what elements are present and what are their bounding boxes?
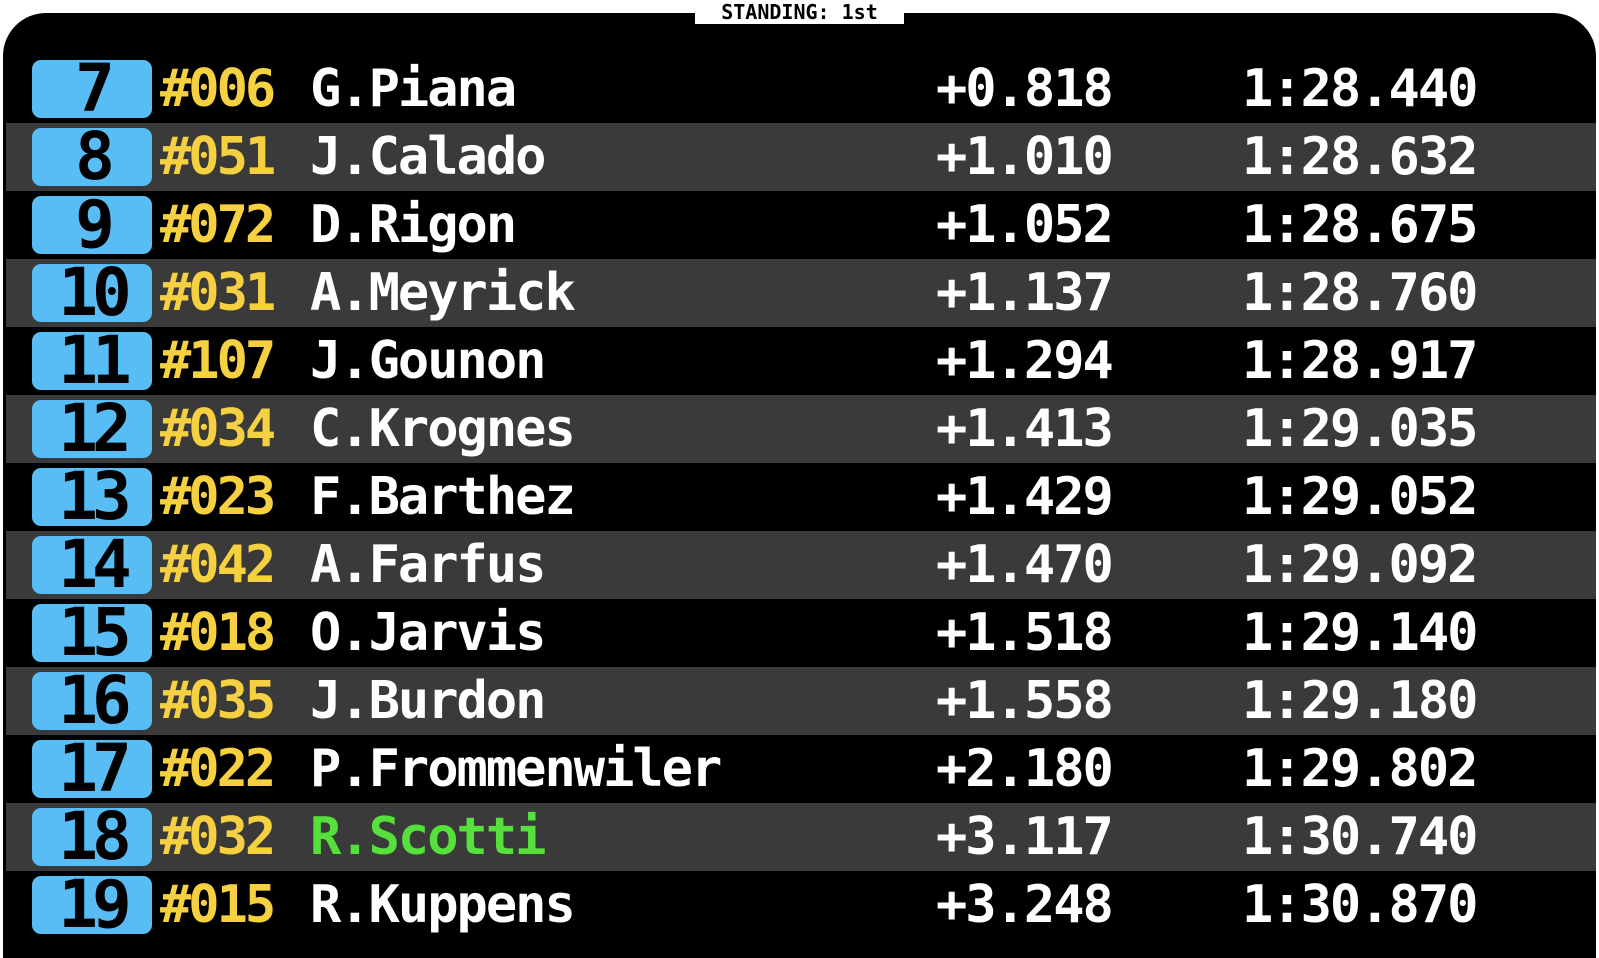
position-badge: 18 [32, 808, 152, 866]
lap-time: 1:28.675 [1242, 195, 1478, 255]
standings-row: 13 #023 F.Barthez +1.429 1:29.052 [6, 463, 1596, 531]
standings-row: 8 #051 J.Calado +1.010 1:28.632 [6, 123, 1596, 191]
car-number: #022 [160, 739, 276, 799]
standings-row: 14 #042 A.Farfus +1.470 1:29.092 [6, 531, 1596, 599]
driver-name: O.Jarvis [310, 603, 546, 663]
driver-name: P.Frommenwiler [310, 739, 722, 799]
driver-name: A.Meyrick [310, 263, 576, 323]
driver-name: C.Krognes [310, 399, 576, 459]
position-badge: 16 [32, 672, 152, 730]
driver-name: D.Rigon [310, 195, 517, 255]
lap-time: 1:28.440 [1242, 59, 1478, 119]
car-number: #035 [160, 671, 276, 731]
standings-row: 11 #107 J.Gounon +1.294 1:28.917 [6, 327, 1596, 395]
lap-time: 1:29.035 [1242, 399, 1478, 459]
gap-time: +2.180 [936, 739, 1114, 799]
car-number: #015 [160, 875, 276, 935]
car-number: #051 [160, 127, 276, 187]
position-badge: 11 [32, 332, 152, 390]
position-badge: 10 [32, 264, 152, 322]
gap-time: +1.137 [936, 263, 1114, 323]
lap-time: 1:28.632 [1242, 127, 1478, 187]
position-badge: 17 [32, 740, 152, 798]
lap-time: 1:29.092 [1242, 535, 1478, 595]
lap-time: 1:29.802 [1242, 739, 1478, 799]
car-number: #023 [160, 467, 276, 527]
gap-time: +3.117 [936, 807, 1114, 867]
standings-row: 9 #072 D.Rigon +1.052 1:28.675 [6, 191, 1596, 259]
position-badge: 7 [32, 60, 152, 118]
driver-name: J.Burdon [310, 671, 546, 731]
lap-time: 1:30.740 [1242, 807, 1478, 867]
gap-time: +1.470 [936, 535, 1114, 595]
position-badge: 8 [32, 128, 152, 186]
driver-name: R.Kuppens [310, 875, 576, 935]
lap-time: 1:29.140 [1242, 603, 1478, 663]
car-number: #031 [160, 263, 276, 323]
lap-time: 1:30.870 [1242, 875, 1478, 935]
standings-row: 18 #032 R.Scotti +3.117 1:30.740 [6, 803, 1596, 871]
car-number: #018 [160, 603, 276, 663]
driver-name: R.Scotti [310, 807, 546, 867]
standings-row: 7 #006 G.Piana +0.818 1:28.440 [6, 55, 1596, 123]
driver-name: G.Piana [310, 59, 517, 119]
standings-row: 15 #018 O.Jarvis +1.518 1:29.140 [6, 599, 1596, 667]
car-number: #034 [160, 399, 276, 459]
gap-time: +0.818 [936, 59, 1114, 119]
header-line-left [44, 10, 666, 13]
driver-name: F.Barthez [310, 467, 576, 527]
car-number: #032 [160, 807, 276, 867]
position-badge: 14 [32, 536, 152, 594]
driver-name: J.Calado [310, 127, 546, 187]
standings-list: 7 #006 G.Piana +0.818 1:28.440 8 #051 J.Calado +… [6, 55, 1596, 939]
standings-row: 17 #022 P.Frommenwiler +2.180 1:29.802 [6, 735, 1596, 803]
car-number: #042 [160, 535, 276, 595]
gap-time: +1.413 [936, 399, 1114, 459]
lap-time: 1:29.180 [1242, 671, 1478, 731]
header-line-right [900, 10, 1555, 13]
position-badge: 15 [32, 604, 152, 662]
lap-time: 1:29.052 [1242, 467, 1478, 527]
standings-row: 19 #015 R.Kuppens +3.248 1:30.870 [6, 871, 1596, 939]
gap-time: +1.010 [936, 127, 1114, 187]
position-badge: 12 [32, 400, 152, 458]
standings-header: STANDING: 1st [0, 0, 1599, 24]
position-badge: 19 [32, 876, 152, 934]
standing-title: STANDING: 1st [695, 0, 904, 24]
car-number: #107 [160, 331, 276, 391]
gap-time: +1.052 [936, 195, 1114, 255]
gap-time: +1.429 [936, 467, 1114, 527]
lap-time: 1:28.760 [1242, 263, 1478, 323]
gap-time: +1.294 [936, 331, 1114, 391]
standings-board: 7 #006 G.Piana +0.818 1:28.440 8 #051 J.Calado +… [0, 10, 1599, 958]
driver-name: J.Gounon [310, 331, 546, 391]
gap-time: +1.518 [936, 603, 1114, 663]
standings-row: 12 #034 C.Krognes +1.413 1:29.035 [6, 395, 1596, 463]
position-badge: 13 [32, 468, 152, 526]
position-badge: 9 [32, 196, 152, 254]
standings-row: 10 #031 A.Meyrick +1.137 1:28.760 [6, 259, 1596, 327]
gap-time: +1.558 [936, 671, 1114, 731]
driver-name: A.Farfus [310, 535, 546, 595]
lap-time: 1:28.917 [1242, 331, 1478, 391]
car-number: #006 [160, 59, 276, 119]
standings-row: 16 #035 J.Burdon +1.558 1:29.180 [6, 667, 1596, 735]
gap-time: +3.248 [936, 875, 1114, 935]
car-number: #072 [160, 195, 276, 255]
